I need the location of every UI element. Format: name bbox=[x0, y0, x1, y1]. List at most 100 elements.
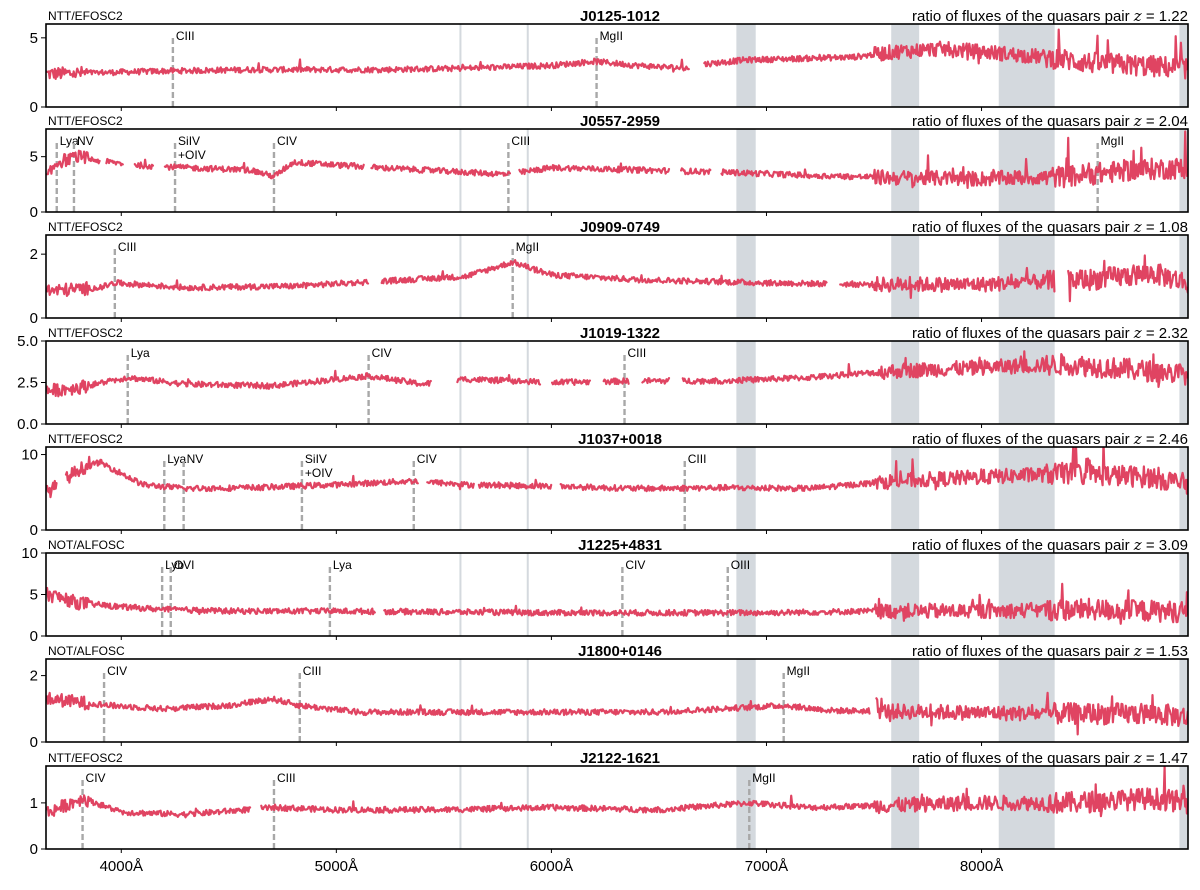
emission-line-label: NV bbox=[77, 134, 94, 148]
y-tick-label: 0 bbox=[30, 99, 38, 116]
telluric-band bbox=[1179, 341, 1188, 424]
y-tick-label: 0 bbox=[30, 734, 38, 751]
emission-line-label: CIV bbox=[107, 664, 127, 678]
telluric-band bbox=[1179, 235, 1188, 318]
ratio-label: ratio of fluxes of the quasars pair z = … bbox=[912, 642, 1188, 660]
instrument-label: NTT/EFOSC2 bbox=[48, 220, 123, 234]
instrument-label: NOT/ALFOSC bbox=[48, 644, 125, 658]
flux-ratio-series bbox=[46, 691, 1188, 736]
telluric-band bbox=[736, 235, 756, 318]
emission-line-label: MgII bbox=[516, 240, 539, 254]
y-tick-label: 5.0 bbox=[17, 333, 38, 350]
emission-line-label: Lya bbox=[333, 558, 352, 572]
emission-line-label: MgII bbox=[1101, 134, 1124, 148]
panel-frame bbox=[45, 23, 1189, 108]
telluric-band bbox=[891, 129, 920, 212]
telluric-band bbox=[736, 129, 756, 212]
panel-j0125-1012: CIII MgII 0 5 NTT/EFOSC2 J0125-1012 ratio of f… bbox=[30, 7, 1189, 116]
emission-line-label: CIV bbox=[417, 452, 437, 466]
y-tick-label: 2.5 bbox=[17, 375, 38, 392]
emission-line-label: MgII bbox=[600, 29, 623, 43]
emission-line-label: SiIV bbox=[305, 452, 327, 466]
y-tick-label: 5 bbox=[30, 587, 38, 604]
y-tick-label: 2 bbox=[30, 668, 38, 685]
object-name: J0909-0749 bbox=[580, 219, 660, 236]
emission-line-label: CIII bbox=[688, 452, 707, 466]
instrument-label: NTT/EFOSC2 bbox=[48, 9, 123, 23]
object-name: J0125-1012 bbox=[580, 8, 660, 25]
y-tick-label: 0.0 bbox=[17, 416, 38, 433]
telluric-band bbox=[998, 553, 1055, 636]
flux-ratio-series bbox=[46, 254, 1188, 303]
emission-line-label: CIV bbox=[277, 134, 297, 148]
y-tick-label: 0 bbox=[30, 522, 38, 539]
telluric-band bbox=[998, 341, 1055, 424]
panel-j1800+0146: CIV CIII MgII 0 2 NOT/ALFOSC J1800+0146 ratio o… bbox=[30, 642, 1189, 751]
telluric-band bbox=[1179, 766, 1188, 849]
emission-line-label: CIII bbox=[303, 664, 322, 678]
telluric-band bbox=[891, 553, 920, 636]
emission-line-label: SiIV bbox=[178, 134, 200, 148]
telluric-band bbox=[736, 766, 756, 849]
telluric-band bbox=[736, 24, 756, 107]
emission-line-label: CIII bbox=[628, 346, 647, 360]
flux-ratio-series bbox=[46, 447, 1188, 499]
y-tick-label: 10 bbox=[21, 545, 38, 562]
telluric-band bbox=[891, 235, 920, 318]
object-name: J0557-2959 bbox=[580, 113, 660, 130]
emission-line-label: CIV bbox=[372, 346, 392, 360]
flux-ratio-series bbox=[46, 350, 1188, 398]
y-tick-label: 2 bbox=[30, 246, 38, 263]
emission-line-label: +OIV bbox=[305, 466, 333, 480]
emission-line-label: Lya bbox=[131, 346, 150, 360]
panel-j2122-1621: CIV CIII MgII 0 1 NTT/EFOSC2 J2122-1621 ratio o… bbox=[30, 749, 1189, 858]
emission-line-label: Lya bbox=[167, 452, 186, 466]
telluric-band bbox=[736, 659, 756, 742]
telluric-band bbox=[891, 659, 920, 742]
x-tick-label: 4000Å bbox=[100, 858, 143, 875]
telluric-band bbox=[998, 24, 1055, 107]
telluric-band bbox=[1179, 553, 1188, 636]
instrument-label: NTT/EFOSC2 bbox=[48, 114, 123, 128]
y-tick-label: 0 bbox=[30, 841, 38, 858]
panel-frame bbox=[45, 446, 1189, 531]
telluric-band bbox=[998, 659, 1055, 742]
emission-line-label: OIII bbox=[731, 558, 750, 572]
ratio-label: ratio of fluxes of the quasars pair z = … bbox=[912, 536, 1188, 554]
y-tick-label: 1 bbox=[30, 795, 38, 812]
ratio-label: ratio of fluxes of the quasars pair z = … bbox=[912, 749, 1188, 767]
panel-j1019-1322: Lya CIV CIII 0.0 2.5 5.0 NTT/EFOSC2 J1019-1322 r… bbox=[17, 324, 1189, 433]
emission-line-label: CIII bbox=[118, 240, 137, 254]
instrument-label: NTT/EFOSC2 bbox=[48, 326, 123, 340]
telluric-band bbox=[891, 447, 920, 530]
ratio-label: ratio of fluxes of the quasars pair z = … bbox=[912, 112, 1188, 130]
flux-ratio-series bbox=[46, 582, 1188, 625]
telluric-band bbox=[891, 341, 920, 424]
x-tick-label: 8000Å bbox=[960, 858, 1003, 875]
flux-ratio-series bbox=[46, 130, 1188, 189]
panel-frame bbox=[45, 765, 1189, 850]
ratio-label: ratio of fluxes of the quasars pair z = … bbox=[912, 324, 1188, 342]
telluric-band bbox=[891, 24, 920, 107]
panel-frame bbox=[45, 234, 1189, 319]
flux-ratio-series bbox=[46, 28, 1188, 80]
emission-line-label: OVI bbox=[174, 558, 195, 572]
emission-line-label: CIII bbox=[176, 29, 195, 43]
flux-ratio-series bbox=[46, 766, 1188, 819]
instrument-label: NTT/EFOSC2 bbox=[48, 432, 123, 446]
telluric-band bbox=[1179, 659, 1188, 742]
emission-line-label: +OIV bbox=[178, 148, 206, 162]
y-tick-label: 0 bbox=[30, 204, 38, 221]
emission-line-label: CIV bbox=[86, 771, 106, 785]
telluric-band bbox=[998, 447, 1055, 530]
emission-line-label: NV bbox=[187, 452, 204, 466]
panel-frame bbox=[45, 128, 1189, 213]
emission-line-label: MgII bbox=[787, 664, 810, 678]
ratio-label: ratio of fluxes of the quasars pair z = … bbox=[912, 7, 1188, 25]
x-tick-label: 7000Å bbox=[745, 858, 788, 875]
emission-line-label: CIII bbox=[511, 134, 530, 148]
